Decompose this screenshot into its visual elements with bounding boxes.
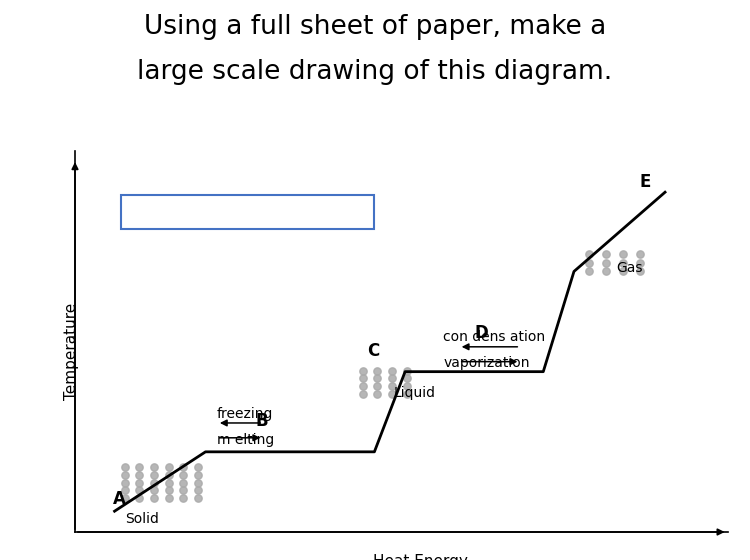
Point xyxy=(192,478,204,487)
Point xyxy=(148,470,160,479)
Text: Gas: Gas xyxy=(616,262,643,276)
Text: large scale drawing of this diagram.: large scale drawing of this diagram. xyxy=(137,59,613,85)
Point xyxy=(134,470,146,479)
Point xyxy=(177,478,189,487)
Point xyxy=(148,463,160,472)
Point xyxy=(134,486,146,495)
Point xyxy=(163,463,175,472)
Point xyxy=(177,463,189,472)
Point xyxy=(119,486,131,495)
Point xyxy=(400,389,412,398)
Point xyxy=(163,478,175,487)
Text: Solid: Solid xyxy=(125,512,159,526)
Point xyxy=(400,374,412,383)
Point xyxy=(134,493,146,502)
Text: con dens ation: con dens ation xyxy=(443,330,545,344)
Point xyxy=(357,389,369,398)
Point xyxy=(192,470,204,479)
Point xyxy=(584,267,596,276)
Point xyxy=(148,478,160,487)
Text: D: D xyxy=(474,324,488,342)
Point xyxy=(177,486,189,495)
Point xyxy=(584,258,596,267)
Point xyxy=(371,389,383,398)
Point xyxy=(386,374,398,383)
Point xyxy=(148,493,160,502)
Point xyxy=(134,463,146,472)
Point xyxy=(119,478,131,487)
Point xyxy=(600,258,612,267)
Text: A: A xyxy=(113,490,126,508)
Point xyxy=(634,258,646,267)
Point xyxy=(163,486,175,495)
Point xyxy=(177,470,189,479)
Point xyxy=(177,493,189,502)
Point xyxy=(163,493,175,502)
Point xyxy=(357,381,369,390)
Text: C: C xyxy=(367,342,379,360)
Bar xyxy=(121,195,374,230)
Text: E: E xyxy=(639,173,650,192)
Point xyxy=(192,463,204,472)
Point xyxy=(600,249,612,258)
Text: m elting: m elting xyxy=(217,433,274,447)
Text: freezing: freezing xyxy=(217,407,274,421)
Text: vaporization: vaporization xyxy=(443,357,530,371)
Point xyxy=(148,486,160,495)
Point xyxy=(119,470,131,479)
Point xyxy=(357,374,369,383)
Point xyxy=(400,381,412,390)
Point xyxy=(371,374,383,383)
Point xyxy=(371,366,383,375)
Text: Temperature: Temperature xyxy=(64,303,79,400)
Point xyxy=(357,366,369,375)
Point xyxy=(119,493,131,502)
Point xyxy=(634,267,646,276)
Point xyxy=(134,478,146,487)
Point xyxy=(192,486,204,495)
Point xyxy=(617,258,629,267)
Text: B: B xyxy=(256,412,268,430)
Point xyxy=(386,366,398,375)
Point xyxy=(617,249,629,258)
Point xyxy=(386,389,398,398)
Point xyxy=(192,493,204,502)
Point xyxy=(400,366,412,375)
Point xyxy=(163,470,175,479)
Point xyxy=(600,267,612,276)
Point xyxy=(386,381,398,390)
Text: Heat Energy: Heat Energy xyxy=(373,554,468,560)
Point xyxy=(584,249,596,258)
Point xyxy=(617,267,629,276)
Text: Liquid: Liquid xyxy=(394,386,436,400)
Text: Using a full sheet of paper, make a: Using a full sheet of paper, make a xyxy=(144,14,606,40)
Point xyxy=(634,249,646,258)
Point xyxy=(371,381,383,390)
Point xyxy=(119,463,131,472)
